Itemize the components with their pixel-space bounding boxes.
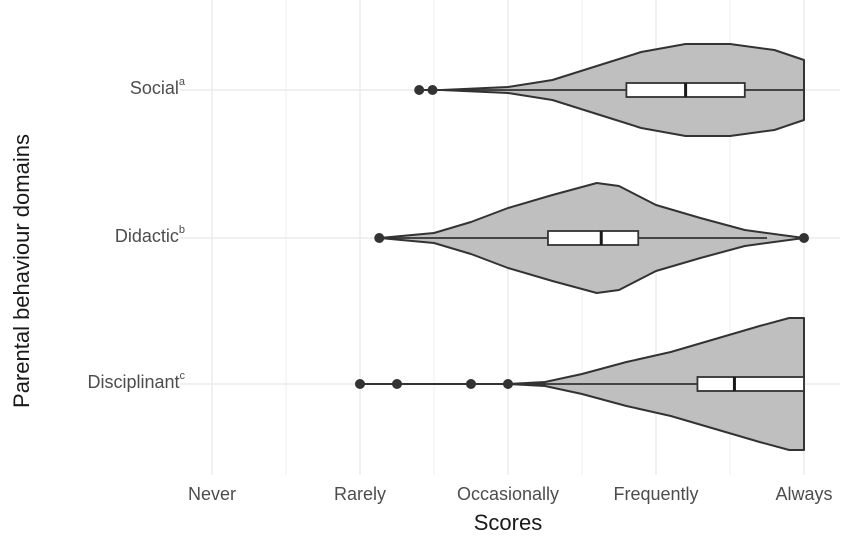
outlier-point	[799, 233, 809, 243]
outlier-point	[466, 379, 476, 389]
outlier-point	[374, 233, 385, 243]
x-tick-always: Always	[775, 484, 833, 504]
violins	[355, 43, 809, 451]
outlier-point	[503, 379, 513, 389]
violin-disciplinant	[355, 317, 805, 451]
outlier-point	[392, 379, 402, 389]
y-tick-social: Sociala	[129, 76, 185, 98]
violin-social	[414, 43, 805, 137]
outlier-point	[427, 85, 438, 95]
x-axis-title: Scores	[473, 510, 543, 535]
y-tick-didactic: Didacticb	[114, 224, 185, 246]
x-tick-never: Never	[187, 484, 237, 504]
y-tick-disciplinant: Disciplinantc	[87, 370, 185, 392]
outlier-point	[414, 85, 425, 95]
y-axis-title: Parental behaviour domains	[9, 134, 34, 408]
outlier-point	[355, 379, 365, 389]
x-tick-frequently: Frequently	[613, 484, 699, 504]
x-tick-rarely: Rarely	[333, 484, 387, 504]
violin-didactic	[374, 182, 809, 294]
x-tick-occasionally: Occasionally	[456, 484, 560, 504]
